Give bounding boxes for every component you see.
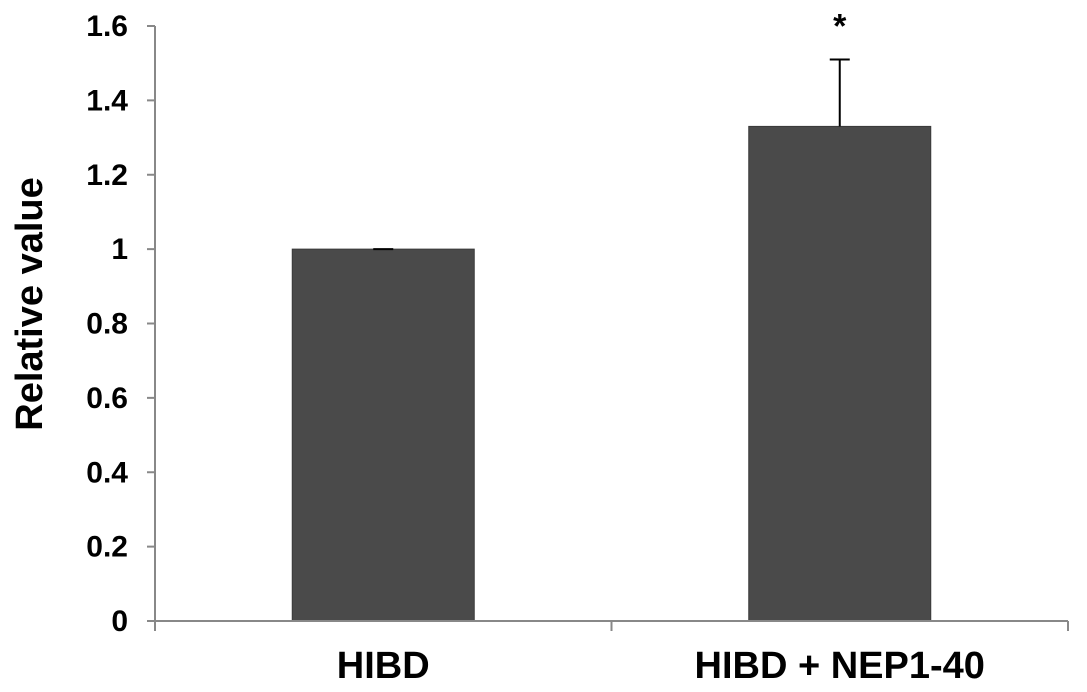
y-tick-label: 1.4 <box>86 84 128 117</box>
axes <box>154 26 1069 631</box>
y-tick-label: 0.2 <box>86 531 128 564</box>
y-tick-label: 0.4 <box>86 456 128 489</box>
x-category-label: HIBD + NEP1-40 <box>695 645 985 687</box>
y-tick-label: 0.8 <box>86 308 128 341</box>
significance-marker: * <box>833 7 847 45</box>
y-tick-label: 1 <box>111 233 128 266</box>
bars: * <box>291 7 932 622</box>
y-tick-label: 0 <box>111 605 128 638</box>
bar <box>291 248 475 622</box>
x-axis-labels: HIBD HIBD + NEP1-40 <box>337 645 985 687</box>
x-category-label: HIBD <box>337 645 430 687</box>
y-tick-label: 1.6 <box>86 10 128 43</box>
y-axis-title: Relative value <box>9 177 51 430</box>
bar <box>748 125 932 622</box>
y-tick-label: 0.6 <box>86 382 128 415</box>
y-tick-label: 1.2 <box>86 159 128 192</box>
y-axis-ticks: 0 0.2 0.4 0.6 0.8 1 1.2 1.4 1.6 <box>86 10 155 638</box>
